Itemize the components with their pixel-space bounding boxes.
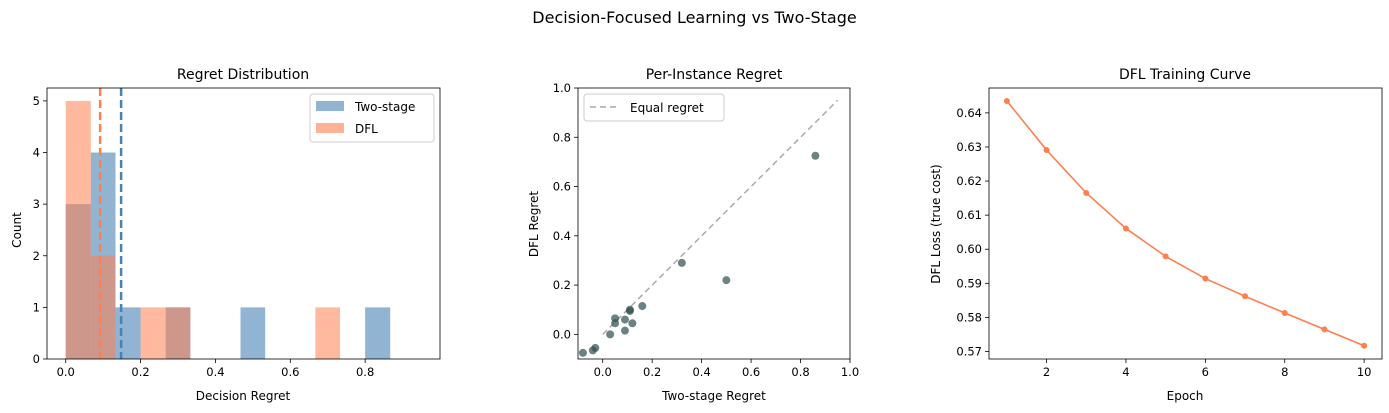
training-loss-marker <box>1122 225 1129 232</box>
legend-swatch-two-stage <box>316 101 344 111</box>
per-instance-regret-legend: Equal regret <box>583 93 725 122</box>
legend-label-two-stage: Two-stage <box>354 100 415 114</box>
per-instance-regret-axes-frame <box>577 87 851 360</box>
scatter-point <box>638 302 647 311</box>
regret-distribution-x-tick-label: 0.2 <box>131 365 149 379</box>
training-loss-marker <box>1202 275 1209 282</box>
legend-label-equal-regret: Equal regret <box>630 101 704 115</box>
regret-distribution-legend: Two-stage DFL <box>309 93 435 143</box>
histogram-bar-dfl <box>165 307 191 359</box>
regret-distribution-y-tick-label: 2 <box>33 249 40 263</box>
dfl-training-curve-x-tick-label: 10 <box>1357 365 1372 379</box>
training-loss-marker <box>1003 97 1010 104</box>
dfl-training-curve-y-tick-label: 0.60 <box>956 242 982 256</box>
scatter-point <box>611 319 620 328</box>
per-instance-regret-x-tick-label: 1.0 <box>841 365 859 379</box>
scatter-point <box>625 306 634 315</box>
training-loss-marker <box>1361 342 1368 349</box>
per-instance-regret-y-axis-label: DFL Regret <box>527 191 541 257</box>
dfl-training-curve-y-tick-label: 0.61 <box>956 208 982 222</box>
scatter-point <box>677 258 686 267</box>
per-instance-regret-y-tick-label: 0.8 <box>553 130 571 144</box>
per-instance-regret-x-tick-label: 0.2 <box>643 365 661 379</box>
dfl-training-curve-y-axis-label: DFL Loss (true cost) <box>929 164 943 283</box>
per-instance-regret-x-axis-label: Two-stage Regret <box>661 389 766 403</box>
figure-title: Decision-Focused Learning vs Two-Stage <box>532 8 857 27</box>
scatter-point <box>606 330 615 339</box>
per-instance-regret-plot-area: 0.0 0.2 0.4 0.6 0.8 1.0 0.0 0.2 0.4 0.6 0.8 1.0 Equa… <box>553 81 859 379</box>
regret-distribution-axes-frame <box>46 87 441 360</box>
histogram-bar-dfl <box>140 307 166 359</box>
regret-distribution-title: Regret Distribution <box>177 67 309 83</box>
per-instance-regret-y-tick-label: 0.0 <box>553 327 571 341</box>
dfl-training-curve-y-tick-label: 0.58 <box>956 310 982 324</box>
regret-distribution-x-tick-label: 0.8 <box>356 365 374 379</box>
scatter-point <box>578 348 587 357</box>
scatter-point <box>811 151 820 160</box>
legend-label-dfl: DFL <box>355 122 378 136</box>
panel-per-instance-regret: Per-Instance Regret 0.0 0.2 0.4 0.6 0.8 1.00.… <box>527 67 859 403</box>
panel-dfl-training-curve: DFL Training Curve 2 4 6 8 10 0.57 0.58 0.59 0.6… <box>929 67 1383 403</box>
training-loss-marker <box>1321 326 1328 333</box>
training-loss-marker <box>1162 253 1169 260</box>
histogram-bar-dfl <box>315 307 341 359</box>
per-instance-regret-title: Per-Instance Regret <box>646 67 783 83</box>
histogram-bar-two-stage <box>365 307 391 359</box>
training-loss-marker <box>1043 147 1050 154</box>
dfl-training-curve-y-tick-label: 0.63 <box>956 140 982 154</box>
dfl-training-curve-y-tick-label: 0.59 <box>956 276 982 290</box>
per-instance-regret-y-tick-label: 1.0 <box>553 81 571 95</box>
scatter-point <box>591 343 600 352</box>
regret-distribution-plot-area: 0.0 0.2 0.4 0.6 0.8 0 1 2 3 4 5 Two-stage DFL <box>33 87 441 379</box>
training-loss-marker <box>1083 189 1090 196</box>
per-instance-regret-x-tick-label: 0.8 <box>791 365 809 379</box>
scatter-point <box>620 315 629 324</box>
equal-regret-line <box>602 99 839 335</box>
dfl-training-curve-y-tick-label: 0.64 <box>956 106 982 120</box>
regret-distribution-y-tick-label: 5 <box>33 94 40 108</box>
regret-distribution-x-tick-label: 0.4 <box>206 365 224 379</box>
dfl-training-curve-title: DFL Training Curve <box>1119 67 1251 83</box>
regret-distribution-y-tick-label: 1 <box>33 300 40 314</box>
regret-distribution-y-tick-label: 4 <box>33 146 40 160</box>
per-instance-regret-y-tick-label: 0.2 <box>553 278 571 292</box>
per-instance-regret-x-tick-label: 0.0 <box>594 365 612 379</box>
histogram-bar-dfl <box>65 100 91 360</box>
scatter-point <box>722 276 731 285</box>
dfl-training-curve-y-tick-label: 0.62 <box>956 174 982 188</box>
per-instance-regret-y-tick-label: 0.6 <box>553 180 571 194</box>
dfl-training-curve-x-axis-label: Epoch <box>1167 389 1204 403</box>
dfl-training-curve-x-tick-label: 4 <box>1122 365 1129 379</box>
per-instance-regret-x-tick-label: 0.4 <box>692 365 710 379</box>
histogram-bar-two-stage <box>115 307 141 359</box>
regret-distribution-x-tick-label: 0.0 <box>57 365 75 379</box>
regret-distribution-y-axis-label: Count <box>10 212 24 248</box>
dfl-training-curve-y-tick-label: 0.57 <box>956 345 982 359</box>
regret-distribution-y-tick-label: 3 <box>33 197 40 211</box>
regret-distribution-x-axis-label: Decision Regret <box>196 389 291 403</box>
dfl-training-curve-x-tick-label: 2 <box>1043 365 1050 379</box>
training-loss-line <box>1006 100 1365 347</box>
histogram-bar-two-stage <box>240 307 266 359</box>
scatter-point <box>628 319 637 328</box>
histogram-bar-dfl <box>90 255 116 359</box>
regret-distribution-y-tick-label: 0 <box>33 352 40 366</box>
per-instance-regret-x-tick-label: 0.6 <box>742 365 760 379</box>
training-loss-marker <box>1281 309 1288 316</box>
dfl-training-curve-x-tick-label: 8 <box>1281 365 1288 379</box>
regret-distribution-x-tick-label: 0.6 <box>281 365 299 379</box>
per-instance-regret-y-tick-label: 0.4 <box>553 229 571 243</box>
dfl-training-curve-axes-frame <box>988 87 1383 360</box>
training-loss-marker <box>1242 293 1249 300</box>
scatter-point <box>620 326 629 335</box>
legend-swatch-dfl <box>316 123 344 133</box>
panel-regret-distribution: Regret Distribution 0.0 0.2 0.4 0.6 0.8 0 1 2 3 4… <box>10 67 441 403</box>
dfl-training-curve-x-tick-label: 6 <box>1202 365 1209 379</box>
legend-frame <box>583 93 725 122</box>
dfl-training-curve-plot-area: 2 4 6 8 10 0.57 0.58 0.59 0.60 0.61 0.62 0.63 0.64 <box>956 87 1383 379</box>
